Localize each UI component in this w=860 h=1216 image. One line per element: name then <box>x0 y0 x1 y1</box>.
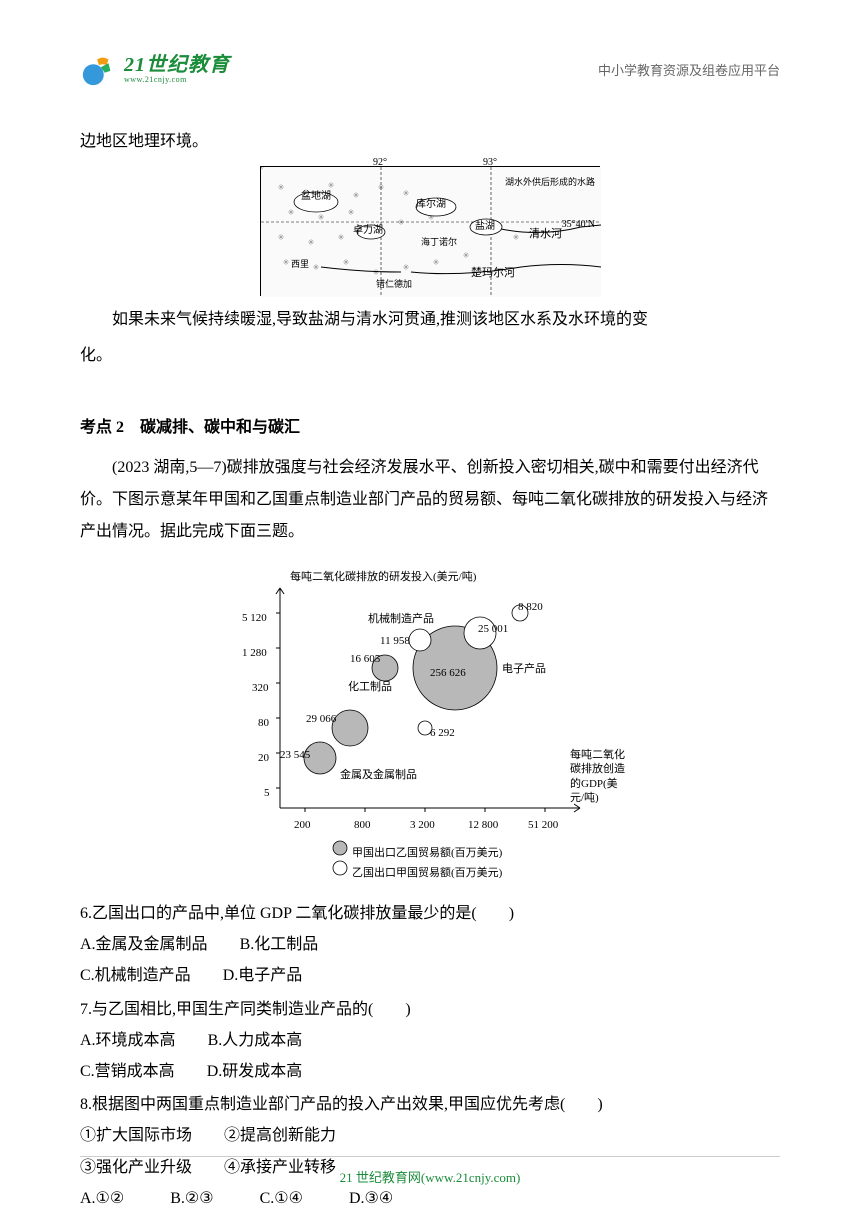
chart-yt-4: 1 280 <box>242 642 267 664</box>
top-line-3: 化。 <box>80 340 780 372</box>
chart-yt-5: 5 120 <box>242 607 267 629</box>
chart-val-25001: 25 001 <box>478 618 508 640</box>
chart-val-8820: 8 820 <box>518 596 543 618</box>
chart-val-29066: 29 066 <box>306 708 336 730</box>
chart-val-11958: 11 958 <box>380 630 410 652</box>
q7-options-row2: C.营销成本高 D.研发成本高 <box>80 1056 780 1087</box>
map-long1: 92° <box>373 153 387 173</box>
chart-yt-2: 80 <box>258 712 269 734</box>
chart-val-256626: 256 626 <box>430 662 466 684</box>
q8-a: A.①② <box>80 1183 124 1214</box>
q8-c: C.①④ <box>260 1183 303 1214</box>
map-lake3: 卓力湖 <box>353 221 383 241</box>
chart-xt-2: 3 200 <box>410 814 435 836</box>
q6-options-row1: A.金属及金属制品 B.化工制品 <box>80 929 780 960</box>
chart-yt-1: 20 <box>258 747 269 769</box>
chart-y-title: 每吨二氧化碳排放的研发投入(美元/吨) <box>290 566 476 588</box>
page-header: 21世纪教育 www.21cnjy.com 中小学教育资源及组卷应用平台 <box>80 50 780 96</box>
q8-d: D.③④ <box>349 1183 393 1214</box>
logo: 21世纪教育 www.21cnjy.com <box>80 50 230 88</box>
q7-d: D.研发成本高 <box>207 1056 303 1087</box>
map-river3: 楚玛尔河 <box>471 262 515 284</box>
logo-main-text: 21世纪教育 <box>124 54 230 76</box>
chart-legend-2: 乙国出口甲国贸易额(百万美元) <box>352 862 502 884</box>
q6-stem: 6.乙国出口的产品中,单位 GDP 二氧化碳排放量最少的是( ) <box>80 898 780 929</box>
map-river2: 海丁诺尔 <box>421 233 457 251</box>
chart-legend-1: 甲国出口乙国贸易额(百万美元) <box>352 842 502 864</box>
chart-label-electronics: 电子产品 <box>502 658 546 680</box>
q8-items-row1: ①扩大国际市场 ②提高创新能力 <box>80 1120 780 1151</box>
q8-stem: 8.根据图中两国重点制造业部门产品的投入产出效果,甲国应优先考虑( ) <box>80 1089 780 1120</box>
map-lake4: 盐湖 <box>475 217 495 237</box>
chart-figure: 每吨二氧化碳排放的研发投入(美元/吨) 5 20 80 320 1 280 5 … <box>80 558 780 888</box>
chart-xt-4: 51 200 <box>528 814 558 836</box>
map-river1: 清水河 <box>529 223 562 245</box>
map-long2: 93° <box>483 153 497 173</box>
main-content: 边地区地理环境。 <box>80 126 780 1214</box>
map-lake1: 盆地湖 <box>301 187 331 207</box>
q8-b: B.②③ <box>170 1183 213 1214</box>
map-figure: 92° 93° 湖水外供后形成的水路 35°40′N 盆地湖 库尔湖 卓力湖 盐… <box>80 166 780 296</box>
chart-x-title: 每吨二氧化碳排放创造的GDP(美元/吨) <box>570 748 630 805</box>
logo-sub-text: www.21cnjy.com <box>124 76 230 85</box>
chart-yt-3: 320 <box>252 677 269 699</box>
q8-o2: ②提高创新能力 <box>224 1120 336 1151</box>
top-line-2: 如果未来气候持续暖湿,导致盐湖与清水河贯通,推测该地区水系及水环境的变 <box>80 304 780 336</box>
top-line-1: 边地区地理环境。 <box>80 126 780 158</box>
page-footer: 21 世纪教育网(www.21cnjy.com) <box>80 1156 780 1186</box>
q7-b: B.人力成本高 <box>208 1025 303 1056</box>
map-box: 92° 93° 湖水外供后形成的水路 35°40′N 盆地湖 库尔湖 卓力湖 盐… <box>260 166 600 296</box>
map-legend: 湖水外供后形成的水路 <box>505 173 595 191</box>
q6-d: D.电子产品 <box>223 960 303 991</box>
header-right-text: 中小学教育资源及组卷应用平台 <box>598 60 780 79</box>
q6-a: A.金属及金属制品 <box>80 929 208 960</box>
q6-options-row2: C.机械制造产品 D.电子产品 <box>80 960 780 991</box>
scatter-chart: 每吨二氧化碳排放的研发投入(美元/吨) 5 20 80 320 1 280 5 … <box>220 558 640 888</box>
section-2-intro: (2023 湖南,5—7)碳排放强度与社会经济发展水平、创新投入密切相关,碳中和… <box>80 452 780 548</box>
q7-c: C.营销成本高 <box>80 1056 175 1087</box>
map-lat: 35°40′N <box>562 215 595 235</box>
chart-xt-1: 800 <box>354 814 371 836</box>
chart-val-23545: 23 545 <box>280 744 310 766</box>
map-lake2: 库尔湖 <box>416 195 446 215</box>
chart-xt-0: 200 <box>294 814 311 836</box>
q7-options-row1: A.环境成本高 B.人力成本高 <box>80 1025 780 1056</box>
q7-stem: 7.与乙国相比,甲国生产同类制造业产品的( ) <box>80 994 780 1025</box>
chart-yt-0: 5 <box>264 782 270 804</box>
chart-label-metal: 金属及金属制品 <box>340 764 417 786</box>
chart-label-machinery: 机械制造产品 <box>368 608 434 630</box>
section-2-title: 考点 2 碳减排、碳中和与碳汇 <box>80 412 780 444</box>
logo-text: 21世纪教育 www.21cnjy.com <box>124 54 230 85</box>
q8-options: A.①② B.②③ C.①④ D.③④ <box>80 1183 780 1214</box>
chart-val-16605: 16 605 <box>350 648 380 670</box>
q6-b: B.化工制品 <box>240 929 319 960</box>
q7-a: A.环境成本高 <box>80 1025 176 1056</box>
q6-c: C.机械制造产品 <box>80 960 191 991</box>
logo-icon <box>80 50 118 88</box>
chart-val-6292: 6 292 <box>430 722 455 744</box>
map-place1: 错仁德加 <box>376 275 412 293</box>
map-place2: 西里 <box>291 255 309 273</box>
q8-o1: ①扩大国际市场 <box>80 1120 192 1151</box>
chart-xt-3: 12 800 <box>468 814 498 836</box>
chart-label-chemical: 化工制品 <box>348 676 392 698</box>
